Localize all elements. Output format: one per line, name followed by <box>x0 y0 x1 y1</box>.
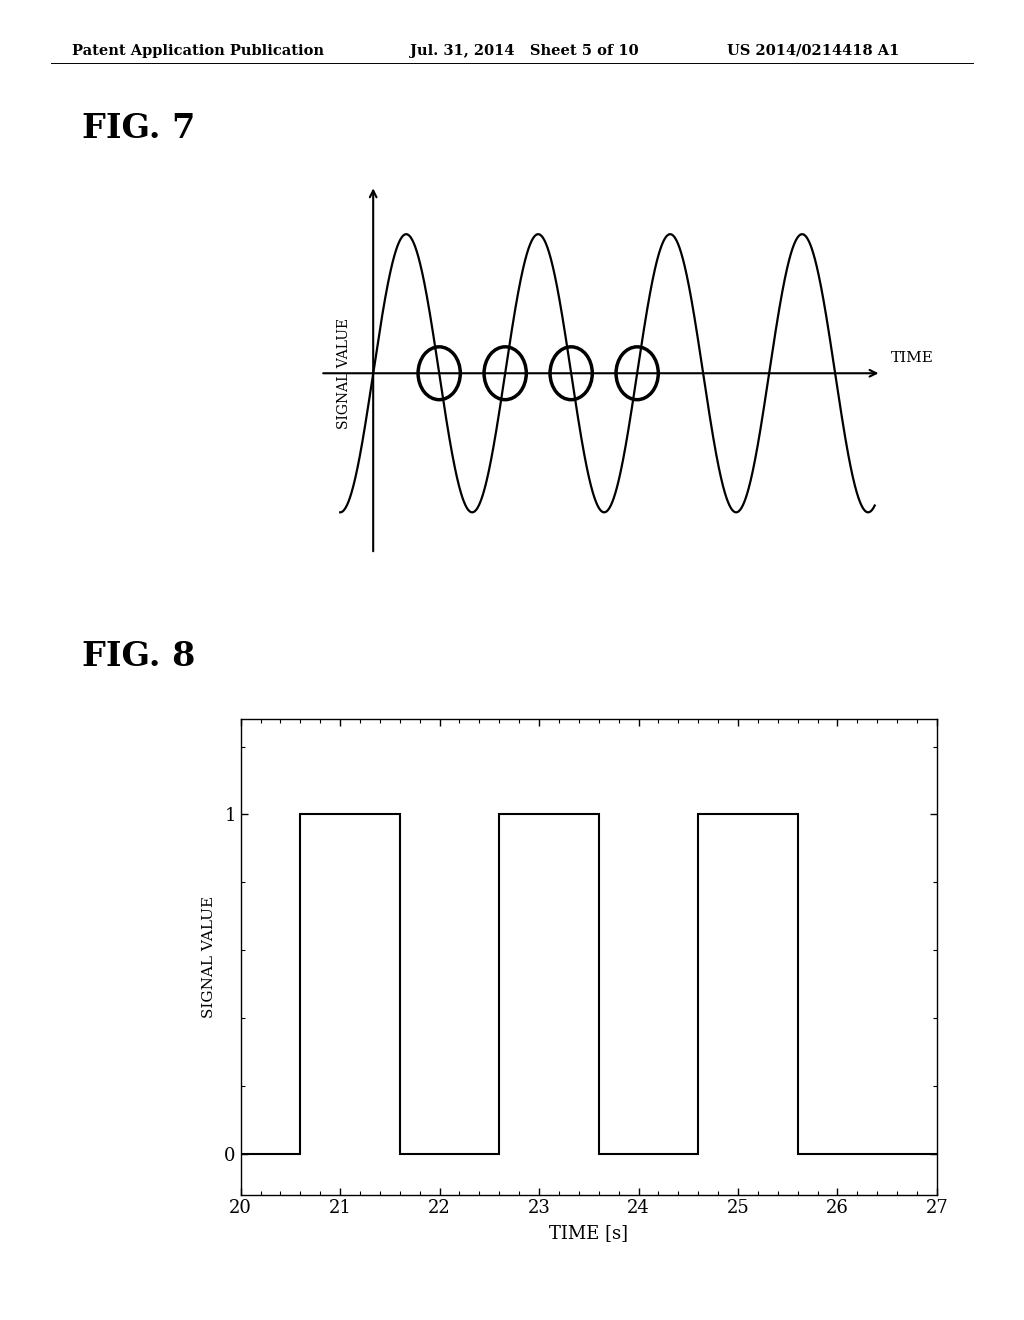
Text: US 2014/0214418 A1: US 2014/0214418 A1 <box>727 44 899 58</box>
X-axis label: TIME [s]: TIME [s] <box>549 1225 629 1242</box>
Text: Jul. 31, 2014   Sheet 5 of 10: Jul. 31, 2014 Sheet 5 of 10 <box>410 44 638 58</box>
Text: SIGNAL VALUE: SIGNAL VALUE <box>337 318 351 429</box>
Y-axis label: SIGNAL VALUE: SIGNAL VALUE <box>202 896 216 1018</box>
Text: FIG. 8: FIG. 8 <box>82 640 196 673</box>
Text: FIG. 7: FIG. 7 <box>82 112 196 145</box>
Text: TIME: TIME <box>891 351 934 364</box>
Text: Patent Application Publication: Patent Application Publication <box>72 44 324 58</box>
